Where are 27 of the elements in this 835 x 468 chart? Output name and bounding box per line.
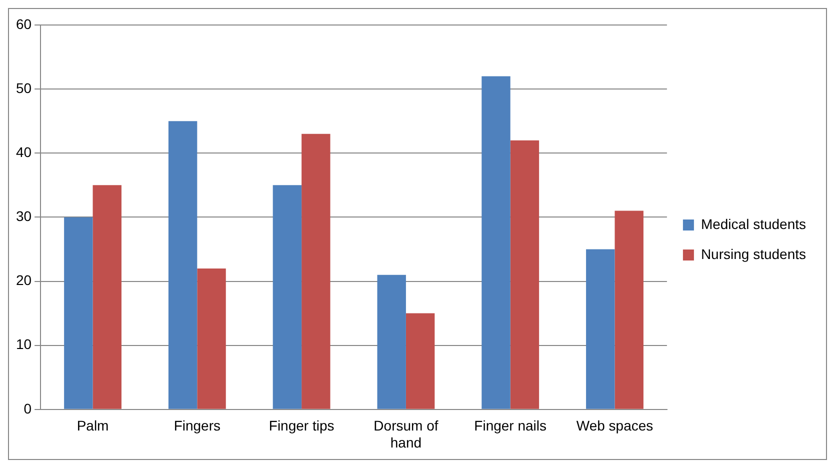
y-tick-label: 40	[16, 144, 32, 160]
bar	[510, 140, 540, 409]
y-tick-label: 30	[16, 208, 32, 224]
legend-label: Medical students	[700, 216, 806, 232]
x-tick-label: Web spaces	[576, 418, 654, 434]
x-tick-label: Finger nails	[474, 418, 547, 434]
y-tick-label: 60	[16, 16, 32, 32]
bar	[377, 274, 406, 409]
bar	[168, 121, 198, 409]
bar	[302, 134, 330, 409]
bar	[406, 313, 435, 409]
bar	[586, 249, 615, 409]
bar	[614, 210, 644, 409]
y-tick-label: 20	[16, 272, 32, 288]
bar	[64, 217, 93, 409]
legend-label: Nursing students	[700, 246, 806, 262]
y-tick-label: 10	[16, 336, 32, 352]
x-tick-label: Palm	[76, 418, 109, 434]
y-tick-label: 50	[16, 80, 32, 96]
y-tick-label: 0	[24, 400, 32, 416]
x-tick-label: Finger tips	[268, 418, 334, 434]
bar	[197, 268, 226, 409]
x-tick-label: Fingers	[174, 418, 221, 434]
bar	[92, 185, 122, 409]
bar	[272, 185, 302, 409]
x-tick-label: Dorsum of hand	[374, 418, 438, 450]
bar	[482, 76, 510, 409]
